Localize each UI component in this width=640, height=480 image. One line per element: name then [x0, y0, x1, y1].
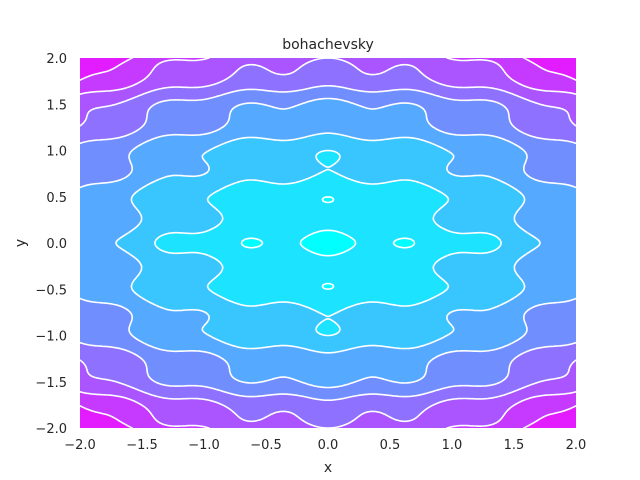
contour-line-6 [79, 57, 577, 429]
x-tick-label: 1.0 [442, 438, 463, 453]
contour-lines [79, 57, 577, 429]
x-tick-label: −1.5 [126, 438, 158, 453]
contour-line-2 [115, 132, 541, 354]
y-tick-label: 0.5 [46, 191, 67, 206]
contour-line-1 [154, 149, 502, 337]
y-tick-label: −2.0 [35, 422, 67, 437]
y-axis-label: y [13, 239, 29, 247]
x-tick-label: −0.5 [250, 438, 282, 453]
x-tick-label: −2.0 [64, 438, 96, 453]
contour-line-0 [240, 196, 416, 290]
contour-line-3 [79, 97, 577, 389]
y-tick-label: −1.5 [35, 376, 67, 391]
y-tick-label: −0.5 [35, 283, 67, 298]
y-tick-label: 1.0 [46, 145, 67, 160]
plot-area [79, 57, 577, 429]
x-axis-ticks: −2.0 −1.5 −1.0 −0.5 0.0 0.5 1.0 1.5 2.0 [64, 438, 586, 453]
chart-title: bohachevsky [282, 37, 374, 53]
x-tick-label: 0.0 [318, 438, 339, 453]
x-tick-label: −1.0 [188, 438, 220, 453]
x-axis-label: x [324, 460, 332, 476]
y-tick-label: −1.0 [35, 330, 67, 345]
x-tick-label: 2.0 [566, 438, 587, 453]
x-tick-label: 0.5 [380, 438, 401, 453]
y-axis-ticks: −2.0 −1.5 −1.0 −0.5 0.0 0.5 1.0 1.5 2.0 [35, 52, 67, 437]
y-tick-label: 2.0 [46, 52, 67, 67]
contour-line-4 [79, 85, 577, 401]
contour-line-7 [79, 57, 577, 429]
contour-line-5 [79, 57, 577, 429]
contour-fill [80, 58, 576, 428]
y-tick-label: 0.0 [46, 237, 67, 252]
x-tick-label: 1.5 [504, 438, 525, 453]
y-tick-label: 1.5 [46, 98, 67, 113]
